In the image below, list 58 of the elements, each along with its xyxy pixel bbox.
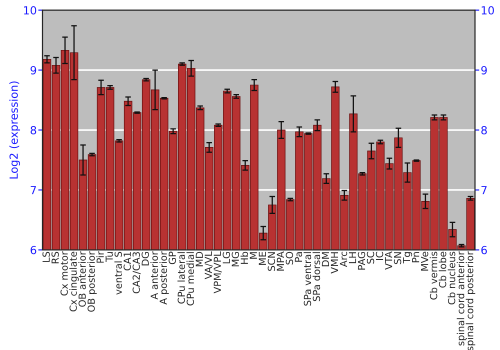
x-tick-label: VA/VL [204,251,213,280]
x-tick-label: MVe [421,252,428,271]
x-tick-label: Tu [106,252,113,262]
y2-tick-label: 10 [482,6,494,15]
x-tick-label: SCN [268,252,276,271]
x-tick-label: DG [142,252,149,266]
x-tick-label: VTA [384,251,392,270]
x-tick-label: MG [232,252,240,266]
y-tick-label: 9 [30,66,36,74]
y2-tick-label: 6 [481,246,487,254]
x-tick-label: LG [222,252,230,264]
x-tick-label: Hb [240,252,248,264]
x-tick-label: Cb vermis [430,252,438,300]
x-tick-label: MD [196,252,203,266]
x-tick-label: CPu lateral [177,252,185,304]
y-tick-label: 8 [30,126,36,134]
x-tick-label: A anterior [150,251,158,300]
x-tick-label: SN [394,252,402,264]
y-tick-label: 10 [24,6,36,15]
x-tick-label: GP [168,252,176,264]
x-tick-label: ventral S [114,252,122,295]
x-tick-label: OB anterior [78,251,86,307]
x-tick-label: DM [322,252,330,266]
x-tick-label: Cb nucleus [448,252,456,304]
x-tick-label: Cx cingulate [69,252,79,312]
y2-tick-label: 8 [481,126,487,134]
y2-tick-label: 7 [481,186,487,194]
x-tick-label: SC [366,252,374,264]
x-tick-label: MPA [276,251,284,271]
y-axis-title: Log2 (expression) [9,81,20,178]
x-tick-label: A posterior [159,251,169,305]
x-tick-label: SPa ventral [304,252,312,306]
x-tick-label: Tg [403,252,412,264]
x-tick-label: Pir [96,251,104,263]
x-tick-label: OB posterior [87,251,97,312]
x-tick-label: CA2/CA3 [132,252,141,294]
x-tick-label: spinal cord anterior [456,251,466,346]
y2-tick-label: 9 [481,66,487,74]
x-tick-label: SPa dorsal [312,252,320,302]
y-tick-label: 6 [30,246,36,254]
x-tick-label: VMH [330,252,338,274]
y-tick-label: 7 [30,186,36,194]
x-tick-label: ME [258,252,266,265]
x-tick-label: PAG [358,252,366,270]
x-tick-label: Cx motor [60,251,68,296]
x-tick-label: VPM/VPL [214,251,222,294]
x-tick-label: Cb lobe [438,252,446,288]
x-tick-label: RS [51,252,59,264]
x-tick-label: LH [348,252,356,264]
x-tick-label: Pn [412,252,420,262]
x-tick-label: CPu medial [186,252,194,306]
x-tick-label: CA1 [124,252,131,270]
x-tick-label: IC [376,252,384,260]
x-tick-label: Pa [294,252,302,262]
x-tick-label: LS [42,252,50,262]
x-tick-label: SO [286,252,294,264]
x-tick-label: M [250,252,257,259]
x-tick-label: Arc [340,252,348,267]
